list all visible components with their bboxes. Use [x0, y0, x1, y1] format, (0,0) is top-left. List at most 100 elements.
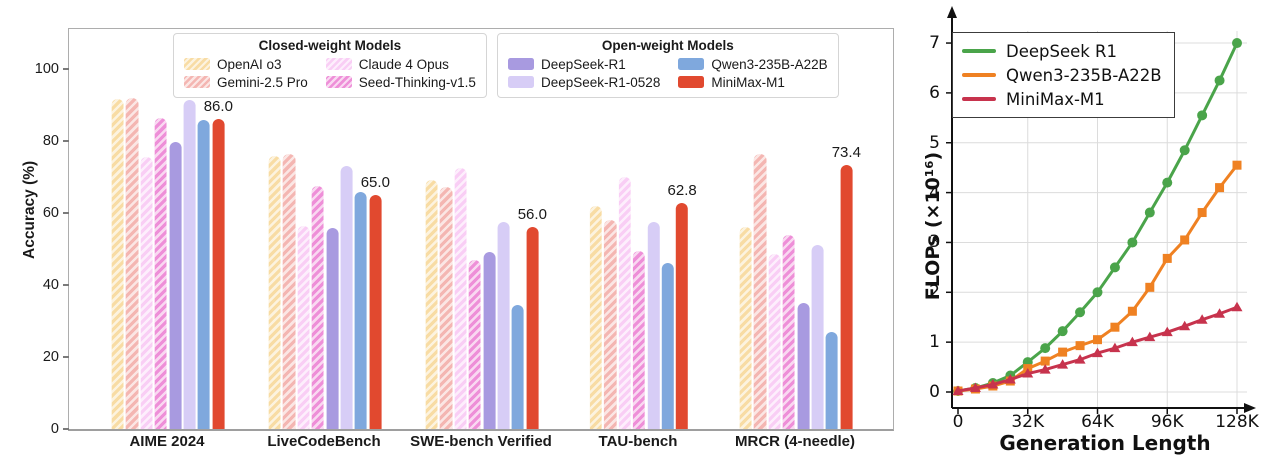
legend-entry-label: MiniMax-M1 [711, 74, 785, 90]
left-ytick-20: 20 [42, 349, 59, 365]
bar-group-SWE-bench Verified: 56.0 [425, 168, 547, 429]
y-axis-arrow-icon [947, 6, 957, 18]
left-ytick-mark [63, 356, 69, 358]
circle-marker-DeepSeek R1 [1179, 145, 1190, 156]
circle-marker-DeepSeek R1 [1162, 177, 1173, 188]
circle-marker-DeepSeek R1 [1144, 207, 1155, 218]
bar-Qwen3-235B-A22B [197, 120, 211, 429]
legend-swatch-icon [325, 58, 352, 70]
triangle-marker-MiniMax-M1 [1022, 368, 1034, 378]
legend-entry-DeepSeek-R1-0528: DeepSeek-R1-0528 [508, 73, 660, 91]
bar-OpenAI o3 [739, 227, 752, 429]
legend-entry-label: Gemini-2.5 Pro [217, 74, 308, 90]
triangle-marker-MiniMax-M1 [1057, 359, 1069, 369]
bar-Seed-Thinking-v1.5 [782, 234, 795, 429]
legend-closed-title: Closed-weight Models [258, 38, 402, 53]
bar-Gemini-2.5 Pro [753, 153, 767, 429]
bar-Claude 4 Opus [140, 157, 153, 429]
category-label-TAU-bench: TAU-bench [598, 433, 678, 450]
circle-marker-DeepSeek R1 [1232, 38, 1242, 49]
y-tick-label-0: 0 [929, 382, 940, 402]
bar-Seed-Thinking-v1.5 [468, 259, 481, 429]
bar-value-label: 73.4 [831, 143, 861, 161]
legend-entry-Claude 4 Opus: Claude 4 Opus [325, 55, 476, 73]
legend-entry-Qwen3-235B-A22B: Qwen3-235B-A22B [678, 55, 828, 73]
circle-marker-DeepSeek R1 [1214, 75, 1225, 86]
left-y-axis-label: Accuracy (%) [21, 160, 38, 259]
x-tick-label-0: 0 [952, 412, 964, 432]
bar-group-TAU-bench: 62.8 [589, 177, 697, 429]
bar-OpenAI o3 [425, 180, 438, 429]
legend-swatch-icon [678, 76, 705, 88]
legend-open-title: Open-weight Models [601, 38, 734, 53]
legend-entry-label: Claude 4 Opus [358, 56, 449, 72]
bar-OpenAI o3 [111, 99, 124, 429]
category-label-AIME 2024: AIME 2024 [129, 433, 205, 450]
triangle-marker-MiniMax-M1 [1126, 336, 1138, 347]
bar-value-label: 56.0 [517, 206, 547, 224]
bar-Seed-Thinking-v1.5 [311, 186, 324, 429]
right-x-axis-label: Generation Length [999, 431, 1211, 455]
legend-closed-entries: OpenAI o3 Gemini-2.5 Pro Claude 4 Opus Seed… [184, 55, 476, 91]
bar-Claude 4 Opus [618, 177, 631, 429]
line-legend-swatch-icon [962, 73, 996, 77]
y-tick-label-2: 2 [929, 282, 940, 303]
bar-Gemini-2.5 Pro [282, 153, 296, 429]
square-marker-Qwen3-235B-A22B [1145, 282, 1155, 292]
bar-MiniMax-M1: 86.0 [204, 98, 233, 429]
triangle-marker-MiniMax-M1 [1179, 320, 1191, 331]
left-ytick-mark [63, 212, 69, 214]
y-tick-label-1: 1 [929, 332, 940, 353]
bar-Qwen3-235B-A22B [661, 263, 674, 429]
left-ytick-mark [63, 428, 69, 430]
line-legend-entry-MiniMax-M1: MiniMax-M1 [962, 87, 1162, 111]
triangle-marker-MiniMax-M1 [1039, 364, 1051, 374]
y-tick-label-4: 4 [929, 182, 940, 203]
square-marker-Qwen3-235B-A22B [1093, 335, 1102, 345]
bar-DeepSeek-R1-0528 [811, 245, 824, 429]
circle-marker-DeepSeek R1 [1040, 343, 1051, 354]
bar-DeepSeek-R1-0528 [340, 165, 353, 429]
y-tick-label-6: 6 [929, 82, 940, 103]
bar-Gemini-2.5 Pro [604, 220, 617, 429]
bar-MiniMax-M1: 65.0 [361, 174, 390, 429]
bar-value-label: 62.8 [667, 181, 697, 199]
square-marker-Qwen3-235B-A22B [1040, 356, 1050, 366]
bar-Seed-Thinking-v1.5 [632, 250, 646, 429]
bar-Gemini-2.5 Pro [125, 97, 139, 429]
flops-line-chart: FLOPs (×10¹⁶) Generation Length DeepSeek… [905, 0, 1280, 473]
triangle-marker-MiniMax-M1 [987, 379, 999, 389]
bar-Qwen3-235B-A22B [354, 191, 368, 429]
triangle-marker-MiniMax-M1 [1074, 354, 1086, 364]
circle-marker-DeepSeek R1 [1092, 287, 1103, 298]
triangle-marker-MiniMax-M1 [1109, 342, 1121, 353]
bar-DeepSeek-R1 [169, 141, 182, 429]
bar-Qwen3-235B-A22B [511, 305, 525, 429]
bar-Claude 4 Opus [454, 168, 467, 429]
left-ytick-80: 80 [42, 133, 59, 149]
bar-MiniMax-M1: 62.8 [668, 182, 697, 429]
legend-open-weight: Open-weight Models DeepSeek-R1 DeepSeek-R… [497, 33, 839, 98]
legend-entry-label: DeepSeek-R1-0528 [541, 74, 661, 90]
circle-marker-DeepSeek R1 [1127, 237, 1138, 248]
triangle-marker-MiniMax-M1 [1231, 301, 1243, 312]
line-legend-swatch-icon [962, 49, 996, 53]
bar-DeepSeek-R1-0528 [183, 99, 196, 429]
line-legend-label: MiniMax-M1 [1006, 89, 1105, 109]
square-marker-Qwen3-235B-A22B [1075, 341, 1085, 351]
benchmark-bar-chart: Accuracy (%) 0 20 40 60 80 100 86.0 65.0 56.0 62.… [21, 28, 894, 450]
y-tick-label-3: 3 [929, 232, 940, 253]
y-tick-label-5: 5 [929, 132, 940, 153]
left-ytick-40: 40 [42, 277, 59, 293]
bar-Gemini-2.5 Pro [439, 187, 453, 429]
triangle-marker-MiniMax-M1 [1161, 326, 1173, 337]
left-ytick-mark [63, 284, 69, 286]
left-ytick-mark [63, 68, 69, 70]
legend-entry-DeepSeek-R1: DeepSeek-R1 [508, 55, 660, 73]
bar-DeepSeek-R1 [797, 303, 810, 429]
legend-entry-Gemini-2.5 Pro: Gemini-2.5 Pro [184, 73, 308, 91]
triangle-marker-MiniMax-M1 [952, 385, 964, 396]
square-marker-Qwen3-235B-A22B [1127, 306, 1137, 316]
line-chart-legend: DeepSeek R1 Qwen3-235B-A22B MiniMax-M1 [952, 32, 1175, 118]
